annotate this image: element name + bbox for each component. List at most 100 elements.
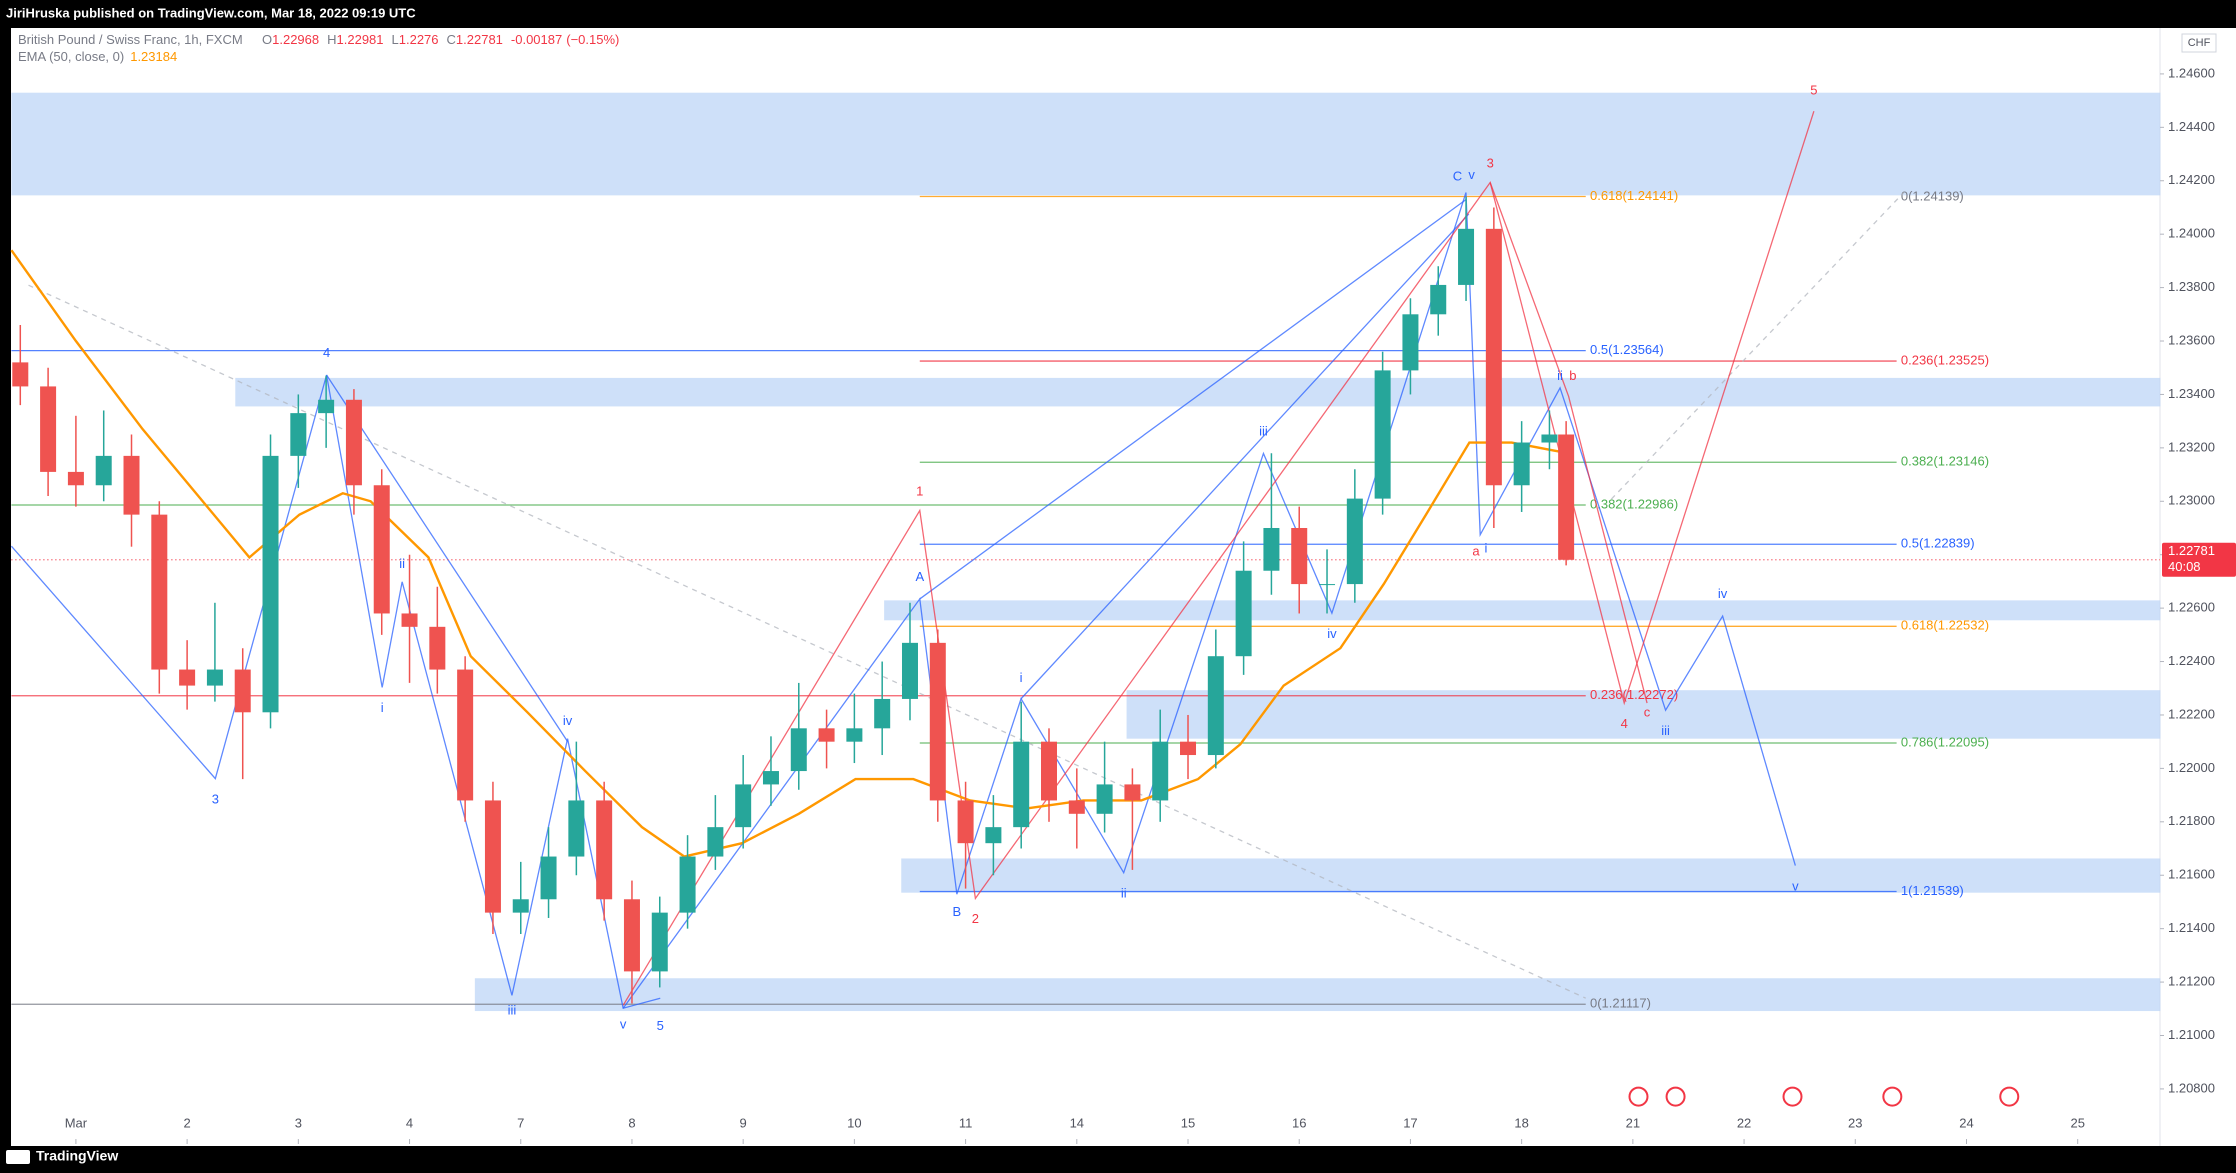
candle-body: [1180, 741, 1197, 756]
wave-label: iv: [1718, 586, 1728, 601]
candle-body: [345, 399, 362, 486]
x-tick-label: 7: [517, 1115, 524, 1130]
x-tick-label: 3: [295, 1115, 302, 1130]
fib-label: 0(1.21117): [1590, 996, 1651, 1011]
candle-body: [707, 827, 724, 857]
event-icon: [1882, 1086, 1903, 1107]
zone: [235, 377, 2161, 407]
x-tick-label: 24: [1959, 1115, 1973, 1130]
wave-label: ii: [399, 556, 405, 571]
y-tick-label: 1.24000: [2168, 226, 2215, 241]
candle-body: [1513, 442, 1530, 486]
candle-body: [623, 899, 640, 972]
candle-body: [846, 728, 863, 742]
zone: [1126, 690, 2161, 739]
candle-body: [1263, 527, 1280, 571]
candle-body: [1458, 228, 1475, 285]
y-tick-label: 1.23400: [2168, 386, 2215, 401]
candle-body: [40, 386, 57, 472]
wave-label: C: [1453, 168, 1462, 183]
brand: TradingView: [36, 1148, 118, 1164]
wave-label: 4: [323, 345, 330, 360]
legend: British Pound / Swiss Franc, 1h, FXCM O 1…: [18, 32, 619, 64]
wave-label: iii: [1259, 424, 1268, 439]
x-tick-label: 8: [628, 1115, 635, 1130]
event-icon: [1665, 1086, 1686, 1107]
candle-body: [1402, 314, 1419, 371]
currency: CHF: [2188, 37, 2211, 49]
wave-label: 5: [657, 1018, 664, 1033]
symbol-title: British Pound / Swiss Franc, 1h, FXCM: [18, 32, 243, 47]
ohlc-letter: H: [327, 32, 336, 47]
y-tick-label: 1.22200: [2168, 706, 2215, 721]
wave-label: 4: [1621, 716, 1628, 731]
wave-label: v: [620, 1017, 627, 1032]
wave-label: 3: [212, 791, 219, 806]
wave-label: 3: [1487, 155, 1494, 170]
candle-body: [95, 455, 112, 486]
wave-label: i: [381, 700, 384, 715]
candle-body: [151, 514, 168, 670]
y-tick-label: 1.23600: [2168, 332, 2215, 347]
wave-label: v: [1468, 167, 1475, 182]
candle-body: [318, 399, 335, 414]
ema-value: 1.23184: [130, 49, 177, 64]
ema-name: EMA (50, close, 0): [18, 49, 124, 64]
y-tick-label: 1.23800: [2168, 279, 2215, 294]
y-tick-label: 1.24600: [2168, 65, 2215, 80]
price-tag: [2162, 542, 2236, 577]
zone: [474, 978, 2161, 1012]
candle-body: [735, 784, 752, 828]
fib-label: 0.382(1.22986): [1590, 496, 1678, 511]
wave-label: iv: [1327, 626, 1337, 641]
candle-body: [123, 455, 140, 515]
y-tick-label: 1.22600: [2168, 600, 2215, 615]
candle-body: [373, 485, 390, 614]
wave-label: c: [1644, 704, 1651, 719]
currency-box[interactable]: [2181, 33, 2217, 53]
candle-body: [484, 800, 501, 913]
x-tick-label: Mar: [65, 1115, 88, 1130]
candle-body: [818, 728, 835, 742]
ema-line: [10, 249, 1569, 858]
change-pct: (−0.15%): [566, 32, 619, 47]
wave-channel: [919, 199, 1467, 600]
x-tick-label: 17: [1403, 1115, 1417, 1130]
trend-dashed: [1610, 192, 1905, 500]
candle-body: [762, 771, 779, 785]
wave-label: iii: [1661, 723, 1670, 738]
y-tick-label: 1.23000: [2168, 493, 2215, 508]
x-tick-label: 23: [1848, 1115, 1862, 1130]
change: -0.00187: [511, 32, 562, 47]
fib-label: 0.5(1.23564): [1590, 342, 1664, 357]
wave-label: iv: [563, 713, 573, 728]
x-tick-label: 9: [740, 1115, 747, 1130]
x-tick-label: 16: [1292, 1115, 1306, 1130]
x-tick-label: 15: [1181, 1115, 1195, 1130]
event-icon: [1782, 1086, 1803, 1107]
candle-body: [1430, 284, 1447, 315]
price-tag-countdown: 40:08: [2168, 559, 2201, 574]
candle-body: [679, 856, 696, 913]
wave-line: [622, 192, 1796, 1009]
x-tick-label: 18: [1514, 1115, 1528, 1130]
ohlc-letter: O: [262, 32, 272, 47]
candle-body: [1558, 434, 1575, 560]
ohlc-letter: L: [392, 32, 399, 47]
y-tick-label: 1.21400: [2168, 920, 2215, 935]
fib-label: 0.618(1.24141): [1590, 188, 1678, 203]
ohlc-value: 1.22981: [337, 32, 384, 47]
y-tick-label: 1.22400: [2168, 653, 2215, 668]
candle-body: [874, 698, 891, 729]
plot: 1.20800 1.21000 1.21200 1.21400 1.21600 1.218…: [10, 65, 2236, 1144]
x-tick-label: 2: [183, 1115, 190, 1130]
candle-body: [1541, 434, 1558, 443]
fib-label: 0.382(1.23146): [1901, 454, 1989, 469]
candle-body: [1235, 570, 1252, 657]
candle-body: [596, 800, 613, 900]
ema-legend: EMA (50, close, 0) 1.23184: [18, 49, 177, 64]
candle-body: [957, 800, 974, 844]
candle-body: [457, 669, 474, 801]
